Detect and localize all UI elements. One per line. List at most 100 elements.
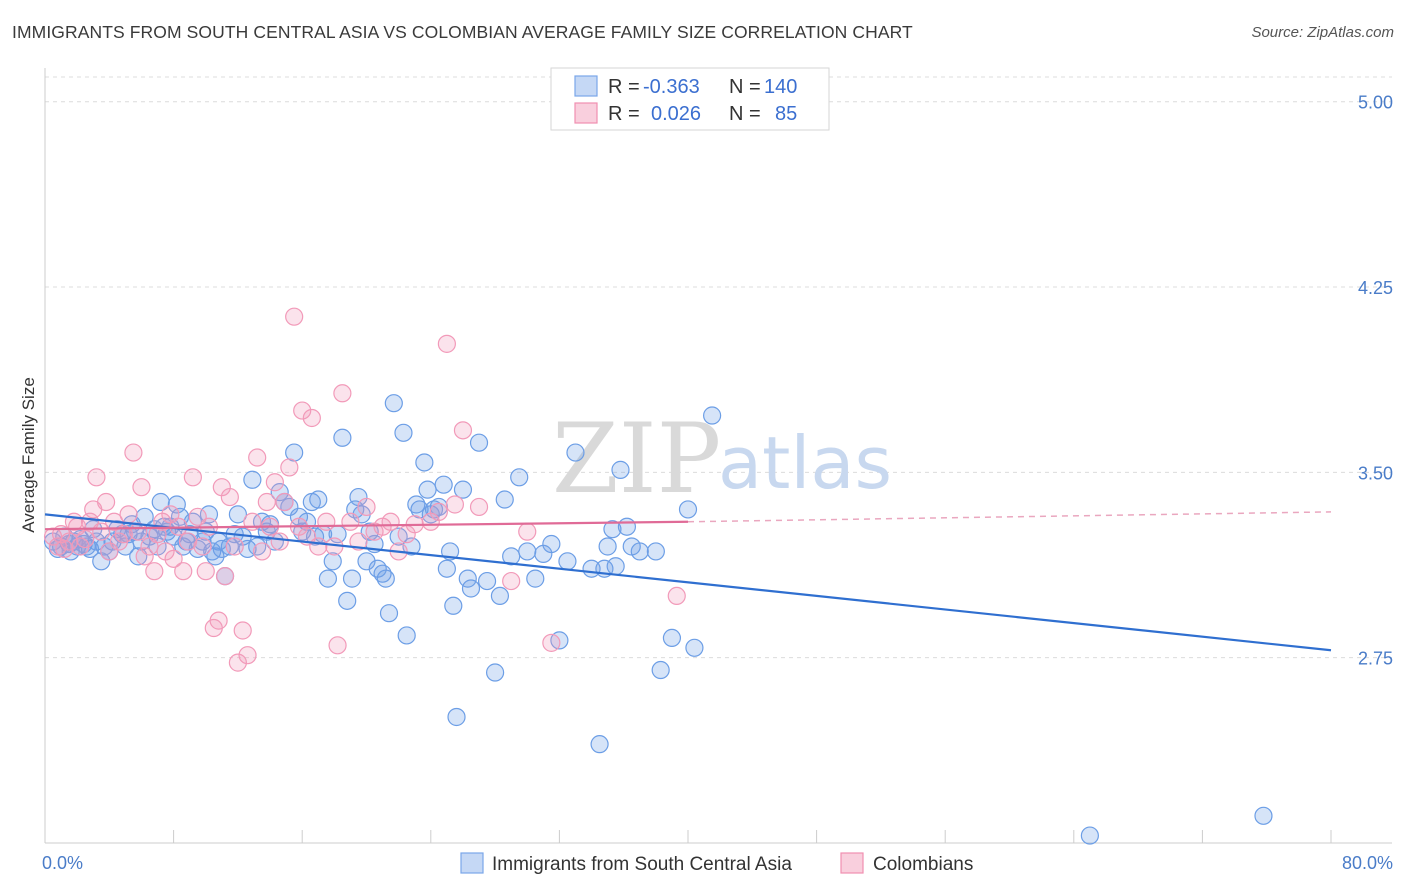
watermark-atlas: atlas	[718, 421, 892, 505]
blue-point-120	[558, 552, 577, 571]
pink-point-83	[542, 633, 561, 652]
blue-point-137	[1254, 806, 1273, 825]
pink-point-66	[341, 512, 360, 531]
pink-point-17	[114, 525, 133, 544]
blue-point-10	[77, 537, 96, 556]
pink-point-22	[135, 547, 154, 566]
pink-point-79	[453, 421, 473, 440]
pink-trend-line	[44, 520, 689, 531]
blue-point-116	[526, 569, 545, 588]
legend-n-value-1: 140	[764, 76, 797, 98]
bottom-legend-label-1: Immigrants from South Central Asia	[492, 854, 792, 875]
pink-point-77	[437, 334, 456, 353]
blue-point-107	[461, 579, 481, 598]
pink-point-80	[469, 497, 489, 517]
y-tick-label-0: 2.75	[1358, 649, 1393, 669]
blue-point-105	[453, 480, 473, 499]
pink-point-36	[196, 562, 215, 581]
pink-point-60	[302, 408, 321, 428]
legend-swatch-pink	[574, 102, 598, 124]
blue-point-128	[611, 460, 630, 479]
pink-point-58	[293, 401, 312, 420]
blue-point-114	[510, 468, 529, 487]
pink-point-76	[429, 502, 448, 521]
pink-point-65	[333, 384, 352, 403]
chart-title: IMMIGRANTS FROM SOUTH CENTRAL ASIA VS CO…	[12, 22, 913, 42]
pink-point-53	[270, 532, 289, 551]
blue-point-138	[685, 638, 704, 657]
blue-point-90	[394, 423, 413, 442]
y-tick-label-2: 4.25	[1358, 278, 1393, 298]
legend-n-value-2: 85	[775, 103, 797, 125]
pink-point-45	[233, 621, 252, 640]
blue-trend-line	[44, 513, 1332, 652]
blue-point-121	[566, 443, 585, 462]
pink-point-62	[317, 512, 336, 531]
blue-point-86	[376, 569, 395, 588]
pink-point-64	[328, 636, 347, 655]
pink-point-48	[248, 448, 267, 467]
blue-point-123	[590, 735, 609, 754]
pink-point-68	[357, 497, 376, 517]
blue-point-104	[447, 707, 466, 727]
legend-r-label-2: R =	[608, 103, 640, 125]
pink-point-44	[228, 653, 247, 672]
pink-point-29	[164, 549, 183, 568]
blue-point-118	[542, 534, 561, 554]
axes	[44, 68, 1392, 844]
pink-point-84	[667, 586, 686, 606]
legend-r-label-1: R =	[608, 76, 640, 98]
pink-trend-extension	[687, 511, 1332, 523]
pink-point-43	[225, 537, 244, 556]
pink-point-52	[265, 473, 284, 492]
blue-point-61	[270, 483, 289, 502]
blue-point-70	[309, 490, 328, 509]
pink-point-31	[174, 562, 193, 581]
x-tick-label-0: 0.0%	[42, 853, 83, 873]
blue-point-125	[598, 537, 617, 556]
blue-point-126	[603, 520, 622, 539]
pink-point-82	[518, 522, 537, 541]
blue-point-135	[703, 406, 722, 425]
pink-point-21	[132, 478, 151, 497]
pink-point-55	[280, 458, 299, 477]
blue-point-87	[379, 604, 399, 623]
pink-point-19	[124, 443, 143, 462]
blue-point-95	[415, 453, 434, 472]
blue-point-110	[486, 663, 505, 682]
pink-point-49	[252, 542, 272, 561]
blue-point-88	[384, 394, 403, 413]
pink-point-81	[502, 571, 521, 591]
pink-point-11	[87, 468, 106, 487]
pink-point-46	[238, 646, 257, 665]
y-axis-label: Average Family Size	[19, 377, 38, 533]
blue-point-72	[318, 569, 338, 588]
pink-point-67	[349, 532, 368, 551]
bottom-legend-swatch-blue	[460, 852, 484, 874]
blue-point-76	[338, 591, 357, 610]
blue-point-46	[206, 547, 225, 566]
x-tick-labels: 0.0% 80.0%	[42, 853, 1393, 873]
grid-lines	[45, 76, 1392, 659]
pink-point-13	[96, 492, 116, 512]
blue-point-111	[490, 586, 510, 606]
blue-point-81	[357, 552, 376, 571]
blue-point-103	[444, 596, 463, 615]
legend-n-label-2: N =	[729, 103, 761, 125]
legend-r-value-2: 0.026	[651, 103, 701, 125]
blue-point-129	[617, 517, 637, 536]
y-tick-label-3: 5.00	[1358, 93, 1393, 113]
pink-point-18	[119, 505, 138, 524]
correlation-legend: R = -0.363 N = 140 R = 0.026 N = 85	[550, 67, 830, 131]
pink-point-32	[178, 532, 198, 551]
trend-lines	[44, 511, 1332, 652]
blue-point-75	[333, 428, 352, 447]
blue-point-77	[342, 569, 362, 588]
blue-point-136	[1080, 826, 1099, 845]
pink-point-56	[285, 307, 304, 326]
blue-point-91	[397, 626, 416, 645]
blue-point-127	[606, 557, 625, 576]
blue-point-132	[646, 542, 665, 561]
pink-point-78	[445, 495, 465, 514]
